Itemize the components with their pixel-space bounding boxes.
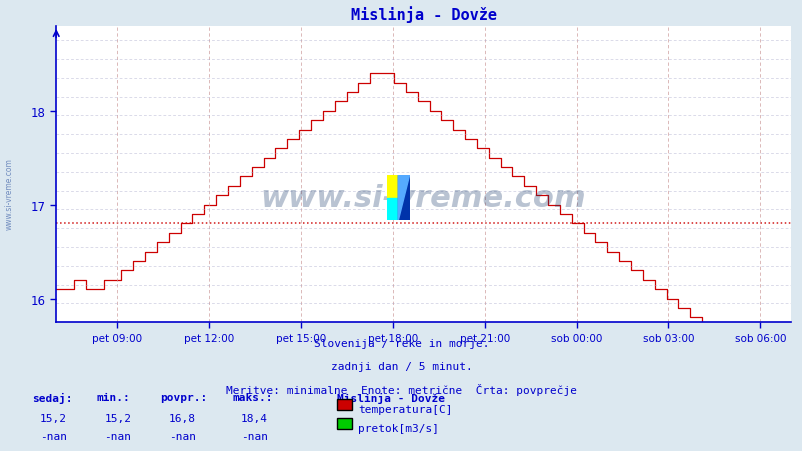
Text: povpr.:: povpr.: [160, 392, 208, 402]
Text: 16,8: 16,8 [168, 413, 196, 423]
Text: pretok[m3/s]: pretok[m3/s] [358, 423, 439, 433]
Title: Mislinja - Dovže: Mislinja - Dovže [350, 6, 496, 23]
Text: zadnji dan / 5 minut.: zadnji dan / 5 minut. [330, 361, 472, 371]
Text: www.si-vreme.com: www.si-vreme.com [5, 158, 14, 230]
Text: -nan: -nan [241, 431, 268, 441]
Text: temperatura[C]: temperatura[C] [358, 404, 452, 414]
Bar [398, 176, 409, 221]
Text: sedaj:: sedaj: [32, 392, 72, 403]
Text: Meritve: minimalne  Enote: metrične  Črta: povprečje: Meritve: minimalne Enote: metrične Črta:… [225, 383, 577, 396]
Text: 18,4: 18,4 [241, 413, 268, 423]
Text: Mislinja - Dovže: Mislinja - Dovže [337, 392, 444, 403]
Text: 15,2: 15,2 [104, 413, 132, 423]
Polygon shape [398, 176, 409, 221]
Bar [387, 198, 398, 221]
Text: min.:: min.: [96, 392, 130, 402]
Bar [387, 176, 398, 198]
Text: -nan: -nan [104, 431, 132, 441]
Text: maks.:: maks.: [233, 392, 273, 402]
Text: Slovenija / reke in morje.: Slovenija / reke in morje. [314, 338, 488, 348]
Text: 15,2: 15,2 [40, 413, 67, 423]
Text: -nan: -nan [168, 431, 196, 441]
Text: www.si-vreme.com: www.si-vreme.com [261, 184, 585, 213]
Text: -nan: -nan [40, 431, 67, 441]
